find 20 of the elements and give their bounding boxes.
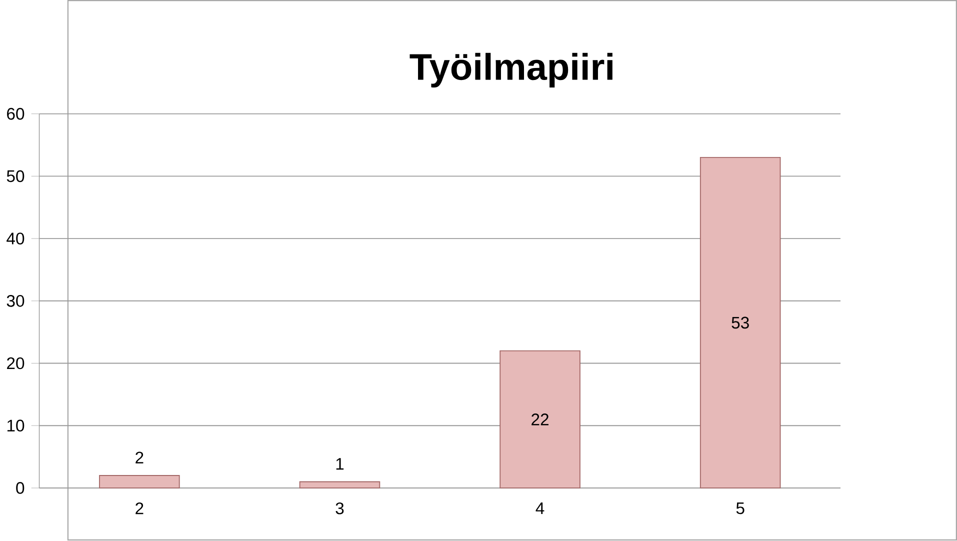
y-tick-label: 40 bbox=[6, 232, 24, 245]
x-tick-label: 4 bbox=[536, 502, 544, 514]
bar bbox=[700, 157, 781, 489]
y-tick-label: 10 bbox=[7, 420, 24, 432]
data-label: 53 bbox=[732, 317, 749, 329]
x-tick-label: 2 bbox=[136, 502, 144, 514]
data-label: 2 bbox=[136, 452, 144, 464]
chart-title: Työilmapiiri bbox=[410, 53, 612, 88]
y-tick-label: 0 bbox=[16, 482, 24, 494]
y-tick-label: 20 bbox=[7, 358, 24, 370]
y-tick-label: 50 bbox=[6, 170, 24, 182]
x-tick-label: 3 bbox=[336, 502, 344, 515]
bar bbox=[500, 350, 580, 489]
x-tick-label: 5 bbox=[736, 502, 744, 514]
bar bbox=[299, 482, 380, 489]
bar bbox=[99, 475, 180, 489]
y-tick-label: 60 bbox=[7, 108, 24, 120]
data-label: 1 bbox=[336, 458, 344, 470]
data-label: 22 bbox=[532, 414, 548, 426]
y-tick-label: 30 bbox=[6, 295, 24, 308]
